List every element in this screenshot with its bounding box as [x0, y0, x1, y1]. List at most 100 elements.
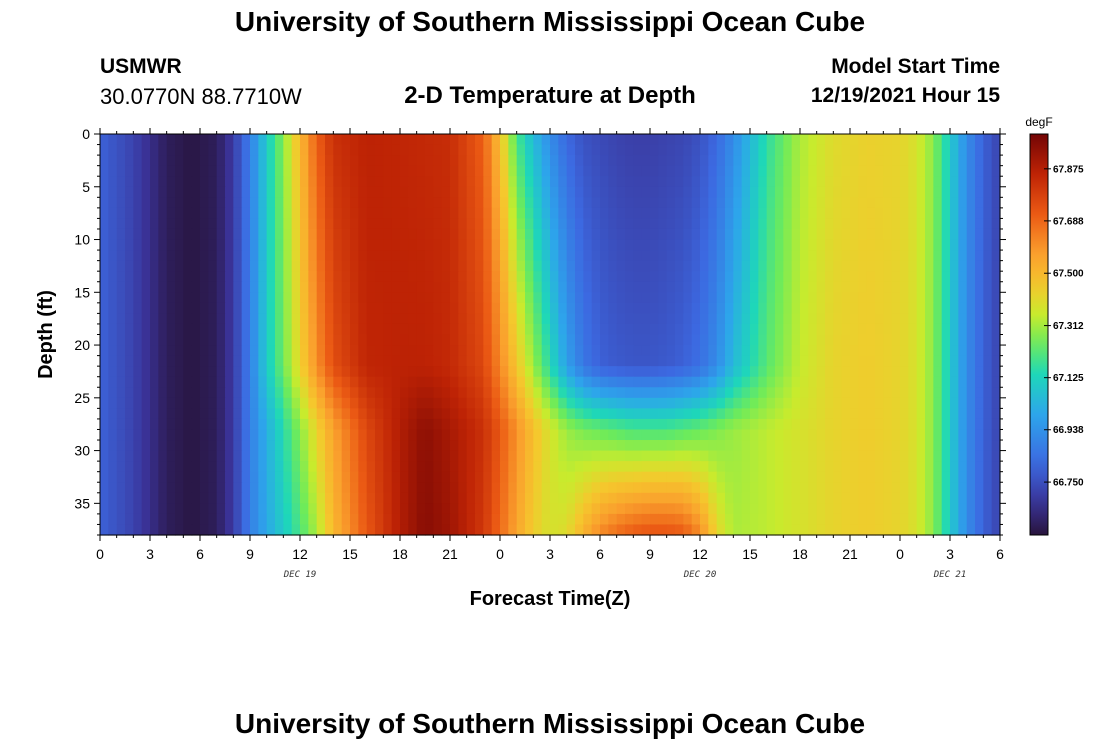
heatmap-cell	[750, 302, 759, 314]
heatmap-cell	[616, 271, 626, 283]
heatmap-cell	[966, 186, 976, 198]
heatmap-cell	[766, 450, 776, 462]
heatmap-cell	[300, 260, 309, 272]
heatmap-cell	[458, 334, 468, 346]
heatmap-cell	[758, 397, 768, 409]
heatmap-cell	[691, 313, 701, 325]
heatmap-cell	[791, 492, 801, 504]
heatmap-cell	[541, 134, 551, 146]
heatmap-cell	[900, 250, 909, 262]
x-tick-label: 15	[342, 546, 358, 562]
heatmap-cell	[933, 218, 943, 230]
heatmap-cell	[200, 292, 209, 304]
heatmap-cell	[375, 271, 384, 283]
heatmap-cell	[983, 218, 993, 230]
heatmap-cell	[933, 387, 943, 399]
heatmap-cell	[308, 271, 318, 283]
heatmap-cell	[125, 450, 134, 462]
heatmap-cell	[958, 366, 968, 378]
heatmap-cell	[133, 376, 143, 388]
heatmap-cell	[491, 313, 501, 325]
heatmap-cell	[466, 155, 476, 167]
heatmap-cell	[558, 482, 568, 494]
heatmap-cell	[400, 482, 409, 494]
heatmap-cell	[116, 250, 126, 262]
heatmap-cell	[158, 450, 168, 462]
heatmap-cell	[233, 461, 243, 473]
heatmap-cell	[150, 429, 159, 441]
heatmap-cell	[975, 271, 984, 283]
heatmap-cell	[833, 228, 843, 241]
heatmap-cell	[900, 345, 909, 357]
heatmap-cell	[700, 376, 709, 388]
heatmap-cell	[841, 281, 851, 293]
heatmap-cell	[191, 186, 201, 198]
heatmap-cell	[716, 197, 726, 209]
heatmap-cell	[875, 144, 884, 156]
heatmap-cell	[858, 513, 868, 526]
heatmap-cell	[258, 376, 268, 388]
heatmap-cell	[658, 292, 668, 304]
heatmap-cell	[583, 418, 593, 431]
heatmap-cell	[141, 207, 151, 220]
heatmap-cell	[691, 186, 701, 198]
heatmap-cell	[133, 292, 143, 304]
heatmap-cell	[325, 503, 334, 515]
heatmap-cell	[241, 165, 251, 177]
heatmap-cell	[966, 228, 976, 241]
heatmap-cell	[158, 471, 168, 483]
heatmap-cell	[275, 345, 284, 357]
heatmap-cell	[766, 503, 776, 515]
heatmap-cell	[250, 482, 259, 494]
heatmap-cell	[591, 281, 601, 293]
heatmap-cell	[108, 250, 118, 262]
heatmap-cell	[791, 134, 801, 146]
heatmap-cell	[675, 134, 684, 146]
heatmap-cell	[641, 176, 651, 188]
heatmap-cell	[491, 207, 501, 220]
heatmap-cell	[316, 302, 326, 314]
heatmap-cell	[883, 429, 893, 441]
heatmap-cell	[208, 155, 218, 167]
heatmap-cell	[466, 228, 476, 241]
heatmap-cell	[991, 471, 1001, 483]
heatmap-cell	[808, 461, 818, 473]
heatmap-cell	[350, 134, 359, 146]
heatmap-cell	[758, 323, 768, 336]
heatmap-cell	[791, 366, 801, 378]
heatmap-cell	[508, 503, 518, 515]
heatmap-cell	[166, 408, 176, 420]
heatmap-cell	[933, 397, 943, 409]
heatmap-cell	[825, 355, 834, 367]
heatmap-cell	[458, 461, 468, 473]
heatmap-cell	[616, 503, 626, 515]
heatmap-cell	[525, 376, 534, 388]
heatmap-cell	[950, 429, 959, 441]
heatmap-cell	[550, 134, 559, 146]
heatmap-cell	[858, 176, 868, 188]
heatmap-cell	[150, 292, 159, 304]
heatmap-cell	[650, 418, 659, 431]
heatmap-cell	[800, 134, 809, 146]
heatmap-cell	[416, 429, 426, 441]
heatmap-cell	[108, 239, 118, 251]
heatmap-cell	[983, 271, 993, 283]
heatmap-cell	[916, 345, 926, 357]
heatmap-cell	[200, 155, 209, 167]
heatmap-cell	[291, 186, 301, 198]
heatmap-cell	[266, 281, 276, 293]
heatmap-cell	[441, 165, 451, 177]
heatmap-cell	[566, 323, 576, 336]
heatmap-cell	[591, 323, 601, 336]
heatmap-cell	[866, 218, 876, 230]
heatmap-cell	[558, 302, 568, 314]
heatmap-cell	[750, 471, 759, 483]
heatmap-cell	[933, 271, 943, 283]
heatmap-cell	[900, 302, 909, 314]
heatmap-cell	[458, 260, 468, 272]
heatmap-cell	[583, 366, 593, 378]
heatmap-cell	[625, 313, 634, 325]
heatmap-cell	[308, 292, 318, 304]
heatmap-cell	[550, 302, 559, 314]
heatmap-cell	[458, 345, 468, 357]
